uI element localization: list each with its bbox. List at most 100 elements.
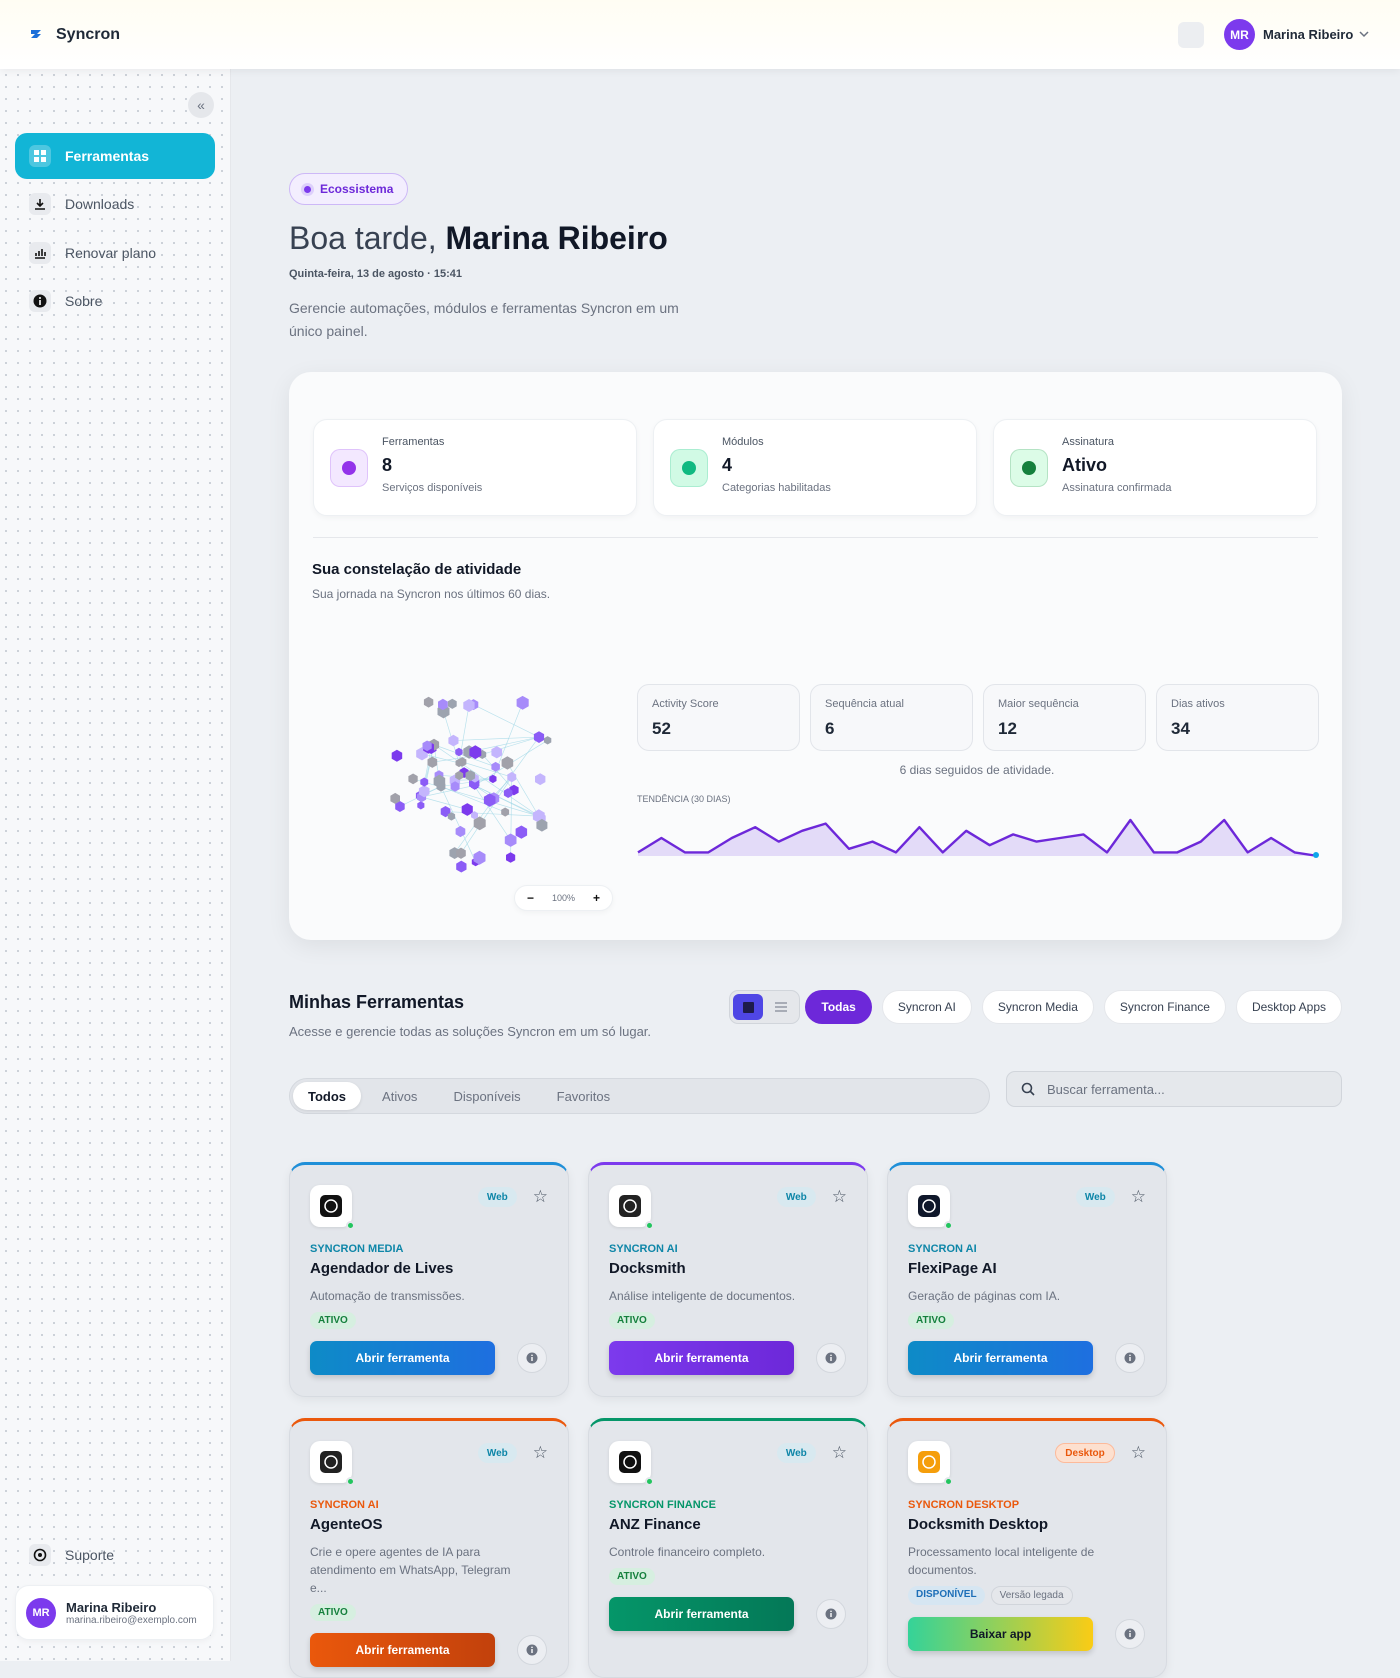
filter-pill[interactable]: Syncron Media [981, 990, 1094, 1024]
nav-item[interactable]: Renovar plano [15, 230, 215, 276]
hex-node [535, 773, 546, 786]
status-row: ATIVO [609, 1312, 847, 1329]
hex-node [418, 785, 430, 798]
hex-node [423, 696, 434, 708]
hex-node [544, 736, 552, 745]
platform-badge: Web [1075, 1187, 1115, 1207]
tab[interactable]: Todos [293, 1082, 362, 1110]
brand: Syncron [56, 26, 121, 43]
filter-pill[interactable]: Syncron Finance [1103, 990, 1226, 1024]
metric-box: Maior sequência 12 [983, 684, 1146, 751]
hex-node [504, 833, 517, 847]
actions: Abrir ferramenta [609, 1341, 847, 1375]
zoom-in[interactable]: + [593, 891, 601, 905]
favorite-star[interactable]: ☆ [831, 1187, 847, 1206]
tool-description: Processamento local inteligente de docum… [908, 1545, 1095, 1577]
favorite-star[interactable]: ☆ [1130, 1187, 1146, 1206]
user-name[interactable]: Marina Ribeiro [1263, 27, 1354, 42]
info-button[interactable] [517, 1343, 547, 1373]
tool-description: Geração de páginas com IA. [908, 1289, 1061, 1303]
tool-logo [908, 1185, 953, 1230]
card-header: Web ☆ [609, 1185, 847, 1231]
zoom-out[interactable]: − [527, 891, 535, 905]
metric-value: 6 [825, 719, 835, 738]
greeting-line: Boa tarde, Marina Ribeiro [289, 220, 668, 257]
filter-pill[interactable]: Todas [805, 990, 872, 1024]
tab[interactable]: Ativos [382, 1088, 418, 1104]
tool-card: Web ☆ SYNCRON FINANCE ANZ Finance Controle f… [588, 1418, 868, 1678]
avatar[interactable]: MR [1224, 19, 1255, 50]
status-row: ATIVO [908, 1312, 1146, 1329]
tab[interactable]: Favoritos [556, 1088, 611, 1104]
tool-button[interactable]: Baixar app [908, 1617, 1093, 1651]
sidebar: « Ferramentas Downloads Renovar plano So… [0, 69, 231, 1661]
tool-button[interactable]: Abrir ferramenta [310, 1341, 495, 1375]
tool-name: ANZ Finance [609, 1516, 701, 1533]
stat-label: Módulos [722, 436, 764, 448]
tool-button[interactable]: Abrir ferramenta [609, 1341, 794, 1375]
user-card[interactable]: MR Marina Ribeiro marina.ribeiro@exemplo… [15, 1585, 214, 1640]
hex-node [455, 770, 464, 781]
metric-value: 12 [998, 719, 1017, 738]
info-button[interactable] [816, 1599, 846, 1629]
trend-end [1313, 852, 1319, 858]
support-link[interactable]: Suporte [15, 1532, 215, 1578]
status-badge: ATIVO [310, 1604, 356, 1621]
section-title: Minhas Ferramentas [289, 992, 465, 1012]
chevron[interactable] [1358, 29, 1370, 39]
status-dot [346, 1477, 355, 1486]
tool-button[interactable]: Abrir ferramenta [908, 1341, 1093, 1375]
info-button[interactable] [1115, 1343, 1145, 1373]
header: Syncron MR Marina Ribeiro [0, 0, 1400, 69]
tool-card: Web ☆ SYNCRON AI AgenteOS Crie e opere agent… [289, 1418, 569, 1678]
search-box[interactable]: Buscar ferramenta... [1006, 1071, 1342, 1107]
hex-node [491, 761, 500, 772]
icon-button[interactable] [1178, 22, 1204, 48]
info-button[interactable] [1115, 1619, 1145, 1649]
info-button[interactable] [816, 1343, 846, 1373]
tool-logo [609, 1185, 654, 1230]
nav-item[interactable]: Ferramentas [15, 133, 215, 179]
link [445, 811, 539, 817]
status-badge: ATIVO [908, 1312, 954, 1329]
list-view[interactable] [766, 994, 796, 1020]
metric-box: Activity Score 52 [637, 684, 800, 751]
search-placeholder: Buscar ferramenta... [1047, 1081, 1165, 1097]
nav-label: Ferramentas [65, 148, 150, 164]
tool-button[interactable]: Abrir ferramenta [310, 1633, 495, 1667]
link [440, 786, 476, 863]
nav-item[interactable]: Downloads [15, 181, 215, 227]
hex-node [447, 812, 456, 821]
avatar: MR [26, 1597, 56, 1628]
favorite-star[interactable]: ☆ [831, 1443, 847, 1462]
tool-logo [609, 1441, 654, 1486]
platform-badge: Desktop [1055, 1443, 1115, 1463]
tool-category: SYNCRON AI [310, 1499, 379, 1511]
user-email: marina.ribeiro@exemplo.com [66, 1614, 197, 1626]
metric-label: Dias ativos [1171, 698, 1225, 710]
tool-card: Web ☆ SYNCRON AI Docksmith Análise inteligen… [588, 1162, 868, 1397]
stat-caption: Categorias habilitadas [722, 482, 831, 494]
tool-logo [310, 1185, 355, 1230]
tab[interactable]: Disponíveis [453, 1088, 521, 1104]
metric-label: Maior sequência [998, 698, 1079, 710]
hex-node [516, 695, 529, 710]
favorite-star[interactable]: ☆ [532, 1187, 548, 1206]
collapse-button[interactable]: « [188, 92, 214, 118]
tool-button[interactable]: Abrir ferramenta [609, 1597, 794, 1631]
trend-line [637, 818, 1319, 858]
grid-view[interactable] [733, 994, 763, 1020]
hex-node [395, 801, 405, 812]
filter-pill[interactable]: Syncron AI [881, 990, 972, 1024]
link [462, 761, 512, 778]
nav-label: Sobre [65, 293, 103, 309]
tab-bar: Todos Ativos Disponíveis Favoritos [289, 1078, 990, 1114]
section-subtitle: Acesse e gerencie todas as soluções Sync… [289, 1024, 652, 1039]
nav-item[interactable]: Sobre [15, 278, 215, 324]
filter-pill[interactable]: Desktop Apps [1235, 990, 1342, 1024]
favorite-star[interactable]: ☆ [1130, 1443, 1146, 1462]
favorite-star[interactable]: ☆ [532, 1443, 548, 1462]
hex-node [417, 801, 425, 810]
link [433, 744, 539, 817]
